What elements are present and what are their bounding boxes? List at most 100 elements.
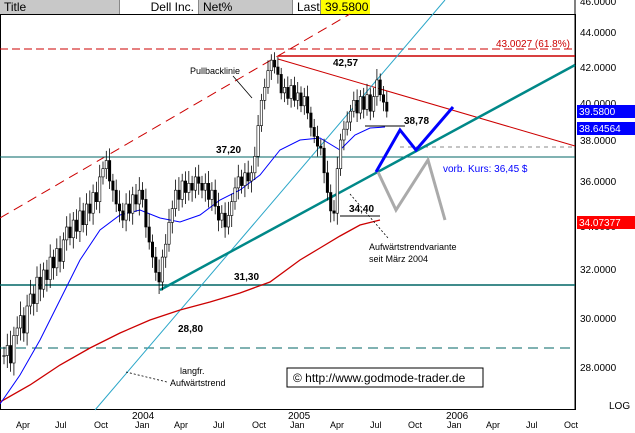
price-bar-body — [127, 203, 131, 214]
price-bar-body — [355, 100, 359, 114]
price-bar-body — [114, 189, 118, 205]
y-tick-label: 42.0000 — [580, 63, 617, 74]
price-bar-body — [322, 147, 326, 174]
price-bar-body — [51, 256, 55, 269]
price-bar-body — [141, 189, 145, 200]
y-tick-label: 46.0000 — [580, 0, 617, 8]
x-tick-label: Oct — [252, 420, 267, 430]
price-bar-body — [151, 241, 155, 258]
header-last-value: 39.5800 — [321, 0, 370, 14]
log-scale-label: LOG — [609, 401, 630, 412]
price-bar-body — [134, 194, 138, 205]
price-bar-body — [279, 74, 283, 94]
fib-618-label: 43.0027 (61.8%) — [496, 39, 570, 50]
price-bar-body — [68, 226, 72, 239]
y-tick-label: 28.0000 — [580, 363, 617, 374]
price-bar-body — [358, 96, 362, 114]
ma-slow-line — [0, 219, 381, 403]
price-bar-body — [329, 192, 333, 212]
price-bar-body — [226, 215, 230, 228]
price-bar-body — [81, 210, 85, 225]
price-bar-body — [12, 335, 16, 364]
x-tick-label: Jan — [290, 420, 305, 430]
price-bar-body — [256, 125, 260, 157]
y-tick-label: 32.0000 — [580, 265, 617, 276]
price-bar-body — [315, 136, 319, 147]
price-bar-body — [124, 203, 128, 221]
label-3878: 38,78 — [404, 116, 429, 127]
label-4257: 42,57 — [333, 58, 358, 69]
price-bar-body — [282, 87, 286, 94]
header-symbol: Dell Inc. — [120, 0, 199, 14]
x-tick-label: Oct — [408, 420, 423, 430]
price-bar-body — [88, 203, 92, 214]
longterm-pointer — [125, 371, 168, 383]
price-bar-body — [174, 189, 178, 209]
price-bar-body — [144, 199, 148, 228]
x-tick-label: Apr — [330, 420, 344, 430]
price-bar-body — [147, 226, 151, 243]
price-bar-body — [94, 192, 98, 202]
price-bar-body — [345, 121, 349, 130]
price-bar-body — [266, 70, 270, 88]
label-3720: 37,20 — [216, 145, 241, 156]
price-bar-body — [378, 79, 382, 96]
y-axis: 28.0000 30.0000 32.0000 34.0000 36.0000 … — [580, 0, 630, 412]
x-tick-label: Apr — [16, 420, 30, 430]
price-bar-body — [18, 315, 22, 329]
price-bar-body — [32, 293, 36, 304]
y-tick-label: 40.0000 — [580, 99, 617, 110]
price-bar-body — [187, 183, 191, 193]
header-mode: Net% — [199, 0, 293, 14]
x-tick-label: Oct — [94, 420, 109, 430]
y-tick-label: 38.0000 — [580, 136, 617, 147]
price-bar-body — [236, 176, 240, 189]
ma-fast-box-label: 38.64564 — [579, 124, 621, 135]
x-year-label: 2004 — [132, 411, 155, 422]
price-bar-body — [101, 168, 105, 178]
price-bar-body — [35, 276, 39, 304]
pullback-line — [0, 13, 351, 219]
price-bar-body — [154, 256, 158, 273]
x-year-label: 2005 — [288, 411, 311, 422]
pullback-pointer — [232, 75, 253, 99]
price-bar-body — [259, 100, 263, 126]
price-bar-body — [28, 293, 32, 307]
price-bar-body — [197, 176, 201, 184]
price-bar-body — [289, 85, 293, 99]
price-bar-body — [108, 160, 112, 182]
price-bar-body — [312, 127, 316, 137]
price-bar-body — [253, 156, 257, 174]
price-bar-body — [365, 94, 369, 110]
price-bar-body — [233, 187, 237, 202]
price-bar-body — [342, 128, 346, 141]
price-bar-body — [184, 180, 188, 193]
price-bar-body — [203, 183, 207, 191]
label-3130: 31,30 — [234, 272, 259, 283]
price-bar-body — [111, 180, 115, 191]
price-bar-body — [362, 96, 366, 110]
price-bar-body — [160, 256, 164, 283]
price-bar-body — [375, 79, 379, 97]
ma-slow-box — [577, 216, 635, 229]
price-bar-body — [65, 226, 69, 241]
price-bar-body — [78, 210, 82, 232]
x-tick-label: Apr — [174, 420, 188, 430]
price-bar-body — [368, 94, 372, 112]
ma-slow-box-label: 34.07377 — [579, 218, 621, 229]
last-price-box-label: 39.5800 — [579, 107, 616, 118]
price-bar-body — [223, 212, 227, 228]
label-2880: 28,80 — [178, 324, 203, 335]
ma-fast-line — [0, 126, 386, 405]
price-bar-body — [15, 327, 19, 336]
price-bar-body — [48, 256, 52, 280]
price-bar-body — [299, 92, 303, 107]
price-bar-body — [372, 96, 376, 112]
price-bar-body — [240, 176, 244, 186]
price-bar-body — [263, 87, 267, 101]
x-tick-label: Apr — [486, 420, 500, 430]
price-bar-body — [58, 248, 62, 262]
price-bar-body — [91, 192, 95, 214]
descending-resistance-line — [277, 58, 576, 147]
